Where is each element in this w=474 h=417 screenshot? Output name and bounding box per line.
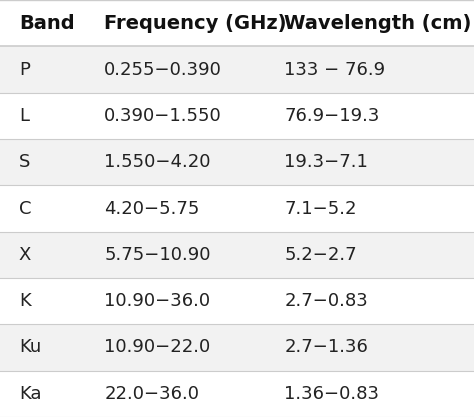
FancyBboxPatch shape — [0, 139, 474, 185]
FancyBboxPatch shape — [0, 93, 474, 139]
Text: 2.7−1.36: 2.7−1.36 — [284, 339, 368, 357]
Text: 5.2−2.7: 5.2−2.7 — [284, 246, 357, 264]
Text: 10.90−22.0: 10.90−22.0 — [104, 339, 210, 357]
FancyBboxPatch shape — [0, 278, 474, 324]
Text: 0.390−1.550: 0.390−1.550 — [104, 107, 222, 125]
Text: Ka: Ka — [19, 385, 41, 403]
Text: 4.20−5.75: 4.20−5.75 — [104, 199, 200, 218]
Text: Frequency (GHz): Frequency (GHz) — [104, 14, 287, 33]
Text: 19.3−7.1: 19.3−7.1 — [284, 153, 368, 171]
Text: P: P — [19, 60, 30, 78]
Text: Band: Band — [19, 14, 74, 33]
Text: Wavelength (cm): Wavelength (cm) — [284, 14, 472, 33]
Text: Ku: Ku — [19, 339, 41, 357]
Text: 7.1−5.2: 7.1−5.2 — [284, 199, 357, 218]
Text: 5.75−10.90: 5.75−10.90 — [104, 246, 211, 264]
Text: 2.7−0.83: 2.7−0.83 — [284, 292, 368, 310]
Text: 1.550−4.20: 1.550−4.20 — [104, 153, 211, 171]
Text: 10.90−36.0: 10.90−36.0 — [104, 292, 210, 310]
FancyBboxPatch shape — [0, 324, 474, 371]
FancyBboxPatch shape — [0, 185, 474, 232]
Text: 1.36−0.83: 1.36−0.83 — [284, 385, 379, 403]
FancyBboxPatch shape — [0, 0, 474, 46]
Text: S: S — [19, 153, 30, 171]
FancyBboxPatch shape — [0, 371, 474, 417]
Text: 133 − 76.9: 133 − 76.9 — [284, 60, 385, 78]
Text: C: C — [19, 199, 31, 218]
Text: 22.0−36.0: 22.0−36.0 — [104, 385, 199, 403]
Text: 76.9−19.3: 76.9−19.3 — [284, 107, 380, 125]
FancyBboxPatch shape — [0, 46, 474, 93]
FancyBboxPatch shape — [0, 232, 474, 278]
Text: L: L — [19, 107, 29, 125]
Text: X: X — [19, 246, 31, 264]
Text: 0.255−0.390: 0.255−0.390 — [104, 60, 222, 78]
Text: K: K — [19, 292, 31, 310]
